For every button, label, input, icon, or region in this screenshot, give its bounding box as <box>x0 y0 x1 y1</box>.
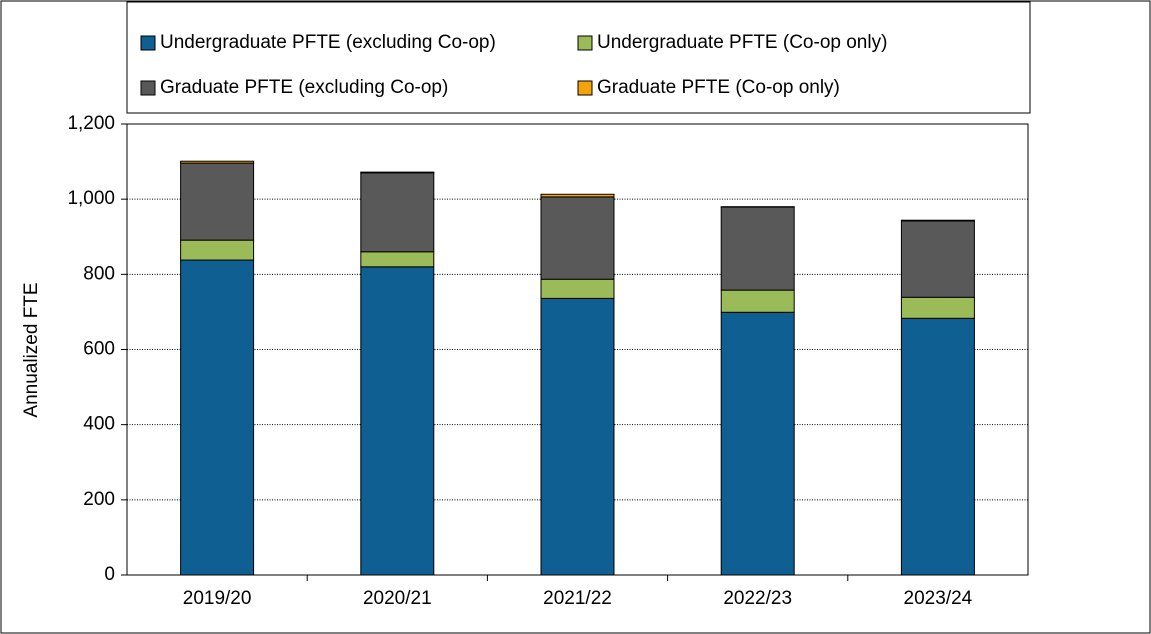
legend-label: Graduate PFTE (excluding Co-op) <box>160 77 448 98</box>
y-tick-label: 200 <box>83 489 115 510</box>
bar-segment <box>360 171 435 174</box>
y-tick-label: 600 <box>83 339 115 360</box>
x-tick-label: 2023/24 <box>904 588 973 609</box>
legend-label: Graduate PFTE (Co-op only) <box>597 77 840 98</box>
legend-label: Undergraduate PFTE (Co-op only) <box>597 32 887 53</box>
y-tick-label: 0 <box>104 564 115 585</box>
legend-swatch <box>140 35 156 51</box>
bar-segment <box>360 251 435 268</box>
bar-segment <box>360 266 435 576</box>
bar-segment <box>720 311 795 576</box>
y-tick-label: 400 <box>83 414 115 435</box>
y-tick-label: 1,200 <box>67 113 115 134</box>
x-tick-label: 2022/23 <box>723 588 792 609</box>
legend-swatch <box>140 80 156 96</box>
bar-segment <box>180 160 255 164</box>
bar-segment <box>180 239 255 261</box>
legend-swatch <box>577 35 593 51</box>
bar-segment <box>540 278 615 299</box>
bar-segment <box>900 219 975 222</box>
bar-segment <box>180 162 255 241</box>
bar-segment <box>360 172 435 253</box>
y-tick-label: 800 <box>83 263 115 284</box>
y-tick-label: 1,000 <box>67 188 115 209</box>
bar-segment <box>720 206 795 291</box>
bar-segment <box>180 259 255 576</box>
x-tick-label: 2019/20 <box>183 588 252 609</box>
legend-swatch <box>577 80 593 96</box>
bar-segment <box>540 193 615 198</box>
bar-segment <box>540 297 615 576</box>
bar-segment <box>900 317 975 576</box>
legend-label: Undergraduate PFTE (excluding Co-op) <box>160 32 496 53</box>
bar-segment <box>720 289 795 313</box>
x-tick-label: 2020/21 <box>363 588 432 609</box>
x-tick-label: 2021/22 <box>543 588 612 609</box>
bar-segment <box>900 296 975 319</box>
bar-segment <box>900 220 975 298</box>
bar-segment <box>540 196 615 280</box>
y-axis-title: Annualized FTE <box>21 282 42 417</box>
